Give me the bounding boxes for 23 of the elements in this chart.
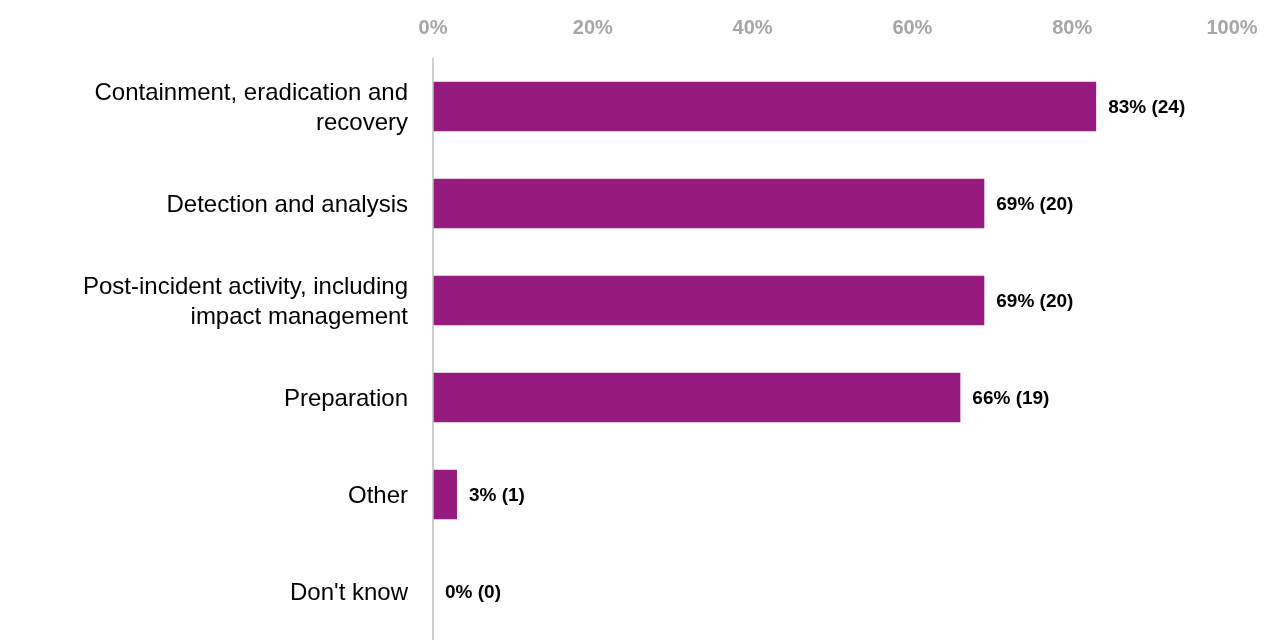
x-tick-label: 40% <box>732 16 773 38</box>
data-label: 69% (20) <box>996 193 1074 214</box>
x-tick-label: 20% <box>572 16 614 38</box>
bar <box>433 275 985 326</box>
y-tick-label: Containment, eradication and recovery <box>94 78 408 135</box>
y-tick-label: Detection and analysis <box>166 190 408 217</box>
data-label: 69% (20) <box>996 290 1074 311</box>
y-tick-label: Other <box>347 481 408 508</box>
data-label: 66% (19) <box>972 387 1050 408</box>
bar <box>433 372 961 423</box>
y-tick-label: Preparation <box>283 384 408 411</box>
data-label: 3% (1) <box>468 484 525 505</box>
bar <box>433 178 985 229</box>
bar <box>433 81 1097 132</box>
x-tick-label: 60% <box>892 16 933 38</box>
y-tick-label: Post-incident activity, including impact management <box>82 272 409 329</box>
x-tick-label: 80% <box>1052 16 1093 38</box>
bar <box>433 469 457 520</box>
x-tick-label: 0% <box>418 16 448 38</box>
data-label: 0% (0) <box>445 581 501 602</box>
y-tick-label: Don't know <box>290 578 409 605</box>
x-tick-label: 100% <box>1206 16 1258 38</box>
data-label: 83% (24) <box>1108 96 1186 117</box>
